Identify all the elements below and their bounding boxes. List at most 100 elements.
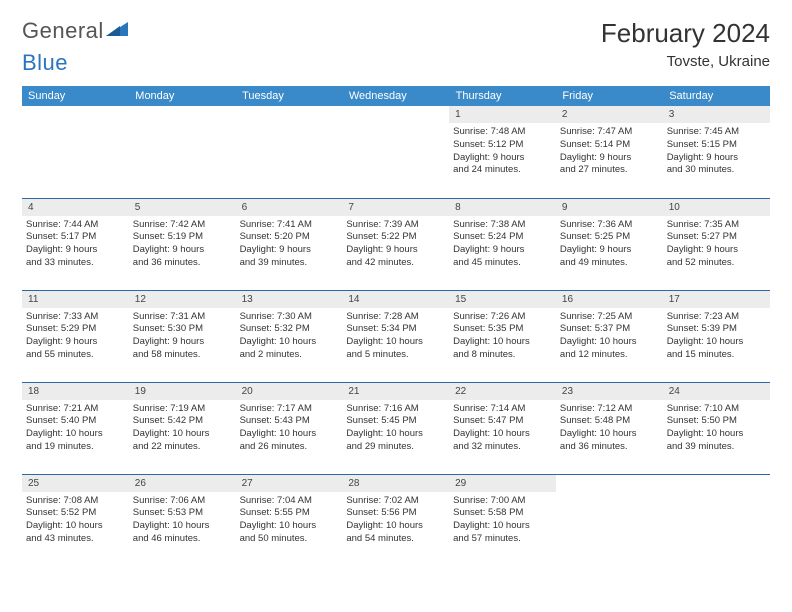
day-content: Sunrise: 7:47 AMSunset: 5:14 PMDaylight:… [556,123,663,179]
calendar-day-cell: 19Sunrise: 7:19 AMSunset: 5:42 PMDayligh… [129,382,236,474]
calendar-day-cell: 1Sunrise: 7:48 AMSunset: 5:12 PMDaylight… [449,106,556,198]
day-number: 6 [236,199,343,216]
calendar-week-row: 18Sunrise: 7:21 AMSunset: 5:40 PMDayligh… [22,382,770,474]
day-number: 15 [449,291,556,308]
day-number: 5 [129,199,236,216]
day-number: 7 [342,199,449,216]
calendar-empty-cell [129,106,236,198]
day-number: 25 [22,475,129,492]
day-content: Sunrise: 7:04 AMSunset: 5:55 PMDaylight:… [236,492,343,548]
day-header: Monday [129,86,236,106]
day-number: 11 [22,291,129,308]
day-content: Sunrise: 7:25 AMSunset: 5:37 PMDaylight:… [556,308,663,364]
calendar-day-cell: 8Sunrise: 7:38 AMSunset: 5:24 PMDaylight… [449,198,556,290]
calendar-day-cell: 18Sunrise: 7:21 AMSunset: 5:40 PMDayligh… [22,382,129,474]
calendar-week-row: 4Sunrise: 7:44 AMSunset: 5:17 PMDaylight… [22,198,770,290]
day-content: Sunrise: 7:14 AMSunset: 5:47 PMDaylight:… [449,400,556,456]
calendar-day-cell: 2Sunrise: 7:47 AMSunset: 5:14 PMDaylight… [556,106,663,198]
day-content: Sunrise: 7:41 AMSunset: 5:20 PMDaylight:… [236,216,343,272]
day-number: 26 [129,475,236,492]
day-content: Sunrise: 7:26 AMSunset: 5:35 PMDaylight:… [449,308,556,364]
day-content: Sunrise: 7:42 AMSunset: 5:19 PMDaylight:… [129,216,236,272]
calendar-day-cell: 26Sunrise: 7:06 AMSunset: 5:53 PMDayligh… [129,474,236,566]
day-number: 4 [22,199,129,216]
logo: General [22,18,129,44]
calendar-day-cell: 15Sunrise: 7:26 AMSunset: 5:35 PMDayligh… [449,290,556,382]
calendar-day-cell: 29Sunrise: 7:00 AMSunset: 5:58 PMDayligh… [449,474,556,566]
calendar-day-cell: 7Sunrise: 7:39 AMSunset: 5:22 PMDaylight… [342,198,449,290]
day-content: Sunrise: 7:31 AMSunset: 5:30 PMDaylight:… [129,308,236,364]
calendar-day-cell: 14Sunrise: 7:28 AMSunset: 5:34 PMDayligh… [342,290,449,382]
calendar-empty-cell [663,474,770,566]
calendar-day-cell: 23Sunrise: 7:12 AMSunset: 5:48 PMDayligh… [556,382,663,474]
day-content: Sunrise: 7:28 AMSunset: 5:34 PMDaylight:… [342,308,449,364]
day-number: 8 [449,199,556,216]
day-number: 23 [556,383,663,400]
calendar-day-cell: 13Sunrise: 7:30 AMSunset: 5:32 PMDayligh… [236,290,343,382]
day-number: 17 [663,291,770,308]
location-label: Tovste, Ukraine [601,53,770,70]
day-content: Sunrise: 7:33 AMSunset: 5:29 PMDaylight:… [22,308,129,364]
day-number: 19 [129,383,236,400]
day-header: Friday [556,86,663,106]
day-number: 1 [449,106,556,123]
day-content: Sunrise: 7:39 AMSunset: 5:22 PMDaylight:… [342,216,449,272]
day-content: Sunrise: 7:10 AMSunset: 5:50 PMDaylight:… [663,400,770,456]
calendar-day-cell: 9Sunrise: 7:36 AMSunset: 5:25 PMDaylight… [556,198,663,290]
day-number: 18 [22,383,129,400]
calendar-day-cell: 12Sunrise: 7:31 AMSunset: 5:30 PMDayligh… [129,290,236,382]
logo-text-1: General [22,18,104,44]
calendar-day-cell: 20Sunrise: 7:17 AMSunset: 5:43 PMDayligh… [236,382,343,474]
month-title: February 2024 [601,18,770,49]
day-number: 27 [236,475,343,492]
day-number: 9 [556,199,663,216]
calendar-week-row: 25Sunrise: 7:08 AMSunset: 5:52 PMDayligh… [22,474,770,566]
day-number: 29 [449,475,556,492]
day-content: Sunrise: 7:38 AMSunset: 5:24 PMDaylight:… [449,216,556,272]
calendar-week-row: 11Sunrise: 7:33 AMSunset: 5:29 PMDayligh… [22,290,770,382]
day-content: Sunrise: 7:23 AMSunset: 5:39 PMDaylight:… [663,308,770,364]
calendar-day-cell: 28Sunrise: 7:02 AMSunset: 5:56 PMDayligh… [342,474,449,566]
day-header: Tuesday [236,86,343,106]
calendar-day-cell: 5Sunrise: 7:42 AMSunset: 5:19 PMDaylight… [129,198,236,290]
calendar-day-cell: 4Sunrise: 7:44 AMSunset: 5:17 PMDaylight… [22,198,129,290]
day-content: Sunrise: 7:19 AMSunset: 5:42 PMDaylight:… [129,400,236,456]
day-number: 28 [342,475,449,492]
day-content: Sunrise: 7:06 AMSunset: 5:53 PMDaylight:… [129,492,236,548]
day-number: 24 [663,383,770,400]
day-content: Sunrise: 7:21 AMSunset: 5:40 PMDaylight:… [22,400,129,456]
day-content: Sunrise: 7:08 AMSunset: 5:52 PMDaylight:… [22,492,129,548]
day-number: 2 [556,106,663,123]
logo-text-2: Blue [22,50,68,76]
calendar-empty-cell [556,474,663,566]
calendar-day-cell: 6Sunrise: 7:41 AMSunset: 5:20 PMDaylight… [236,198,343,290]
day-number: 13 [236,291,343,308]
calendar-week-row: 1Sunrise: 7:48 AMSunset: 5:12 PMDaylight… [22,106,770,198]
day-content: Sunrise: 7:35 AMSunset: 5:27 PMDaylight:… [663,216,770,272]
calendar-day-cell: 27Sunrise: 7:04 AMSunset: 5:55 PMDayligh… [236,474,343,566]
day-content: Sunrise: 7:00 AMSunset: 5:58 PMDaylight:… [449,492,556,548]
day-content: Sunrise: 7:44 AMSunset: 5:17 PMDaylight:… [22,216,129,272]
day-header: Saturday [663,86,770,106]
day-number: 12 [129,291,236,308]
day-number: 3 [663,106,770,123]
calendar-body: 1Sunrise: 7:48 AMSunset: 5:12 PMDaylight… [22,106,770,566]
day-header: Sunday [22,86,129,106]
day-number: 10 [663,199,770,216]
day-content: Sunrise: 7:36 AMSunset: 5:25 PMDaylight:… [556,216,663,272]
day-header: Wednesday [342,86,449,106]
day-number: 21 [342,383,449,400]
day-number: 22 [449,383,556,400]
day-number: 14 [342,291,449,308]
day-number: 16 [556,291,663,308]
calendar-day-cell: 11Sunrise: 7:33 AMSunset: 5:29 PMDayligh… [22,290,129,382]
day-content: Sunrise: 7:02 AMSunset: 5:56 PMDaylight:… [342,492,449,548]
calendar-table: SundayMondayTuesdayWednesdayThursdayFrid… [22,86,770,566]
day-content: Sunrise: 7:45 AMSunset: 5:15 PMDaylight:… [663,123,770,179]
day-content: Sunrise: 7:17 AMSunset: 5:43 PMDaylight:… [236,400,343,456]
day-header-row: SundayMondayTuesdayWednesdayThursdayFrid… [22,86,770,106]
calendar-day-cell: 21Sunrise: 7:16 AMSunset: 5:45 PMDayligh… [342,382,449,474]
day-number: 20 [236,383,343,400]
day-content: Sunrise: 7:16 AMSunset: 5:45 PMDaylight:… [342,400,449,456]
day-content: Sunrise: 7:12 AMSunset: 5:48 PMDaylight:… [556,400,663,456]
